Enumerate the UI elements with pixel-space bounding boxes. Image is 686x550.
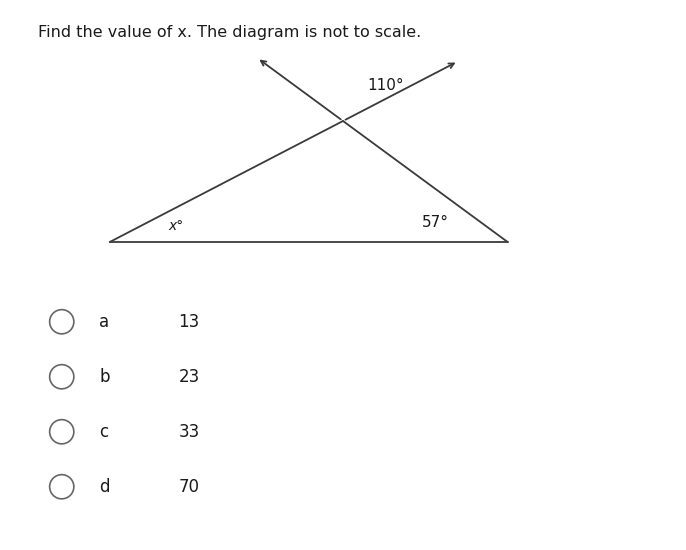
Text: a: a xyxy=(99,313,110,331)
Text: b: b xyxy=(99,368,110,386)
Text: x°: x° xyxy=(168,218,183,233)
Text: d: d xyxy=(99,478,110,496)
Text: Find the value of x. The diagram is not to scale.: Find the value of x. The diagram is not … xyxy=(38,25,421,40)
Text: 57°: 57° xyxy=(422,215,449,230)
Text: 23: 23 xyxy=(178,368,200,386)
Text: c: c xyxy=(99,423,108,441)
Text: 110°: 110° xyxy=(367,78,403,93)
Text: 13: 13 xyxy=(178,313,200,331)
Text: 70: 70 xyxy=(178,478,200,496)
Text: 33: 33 xyxy=(178,423,200,441)
